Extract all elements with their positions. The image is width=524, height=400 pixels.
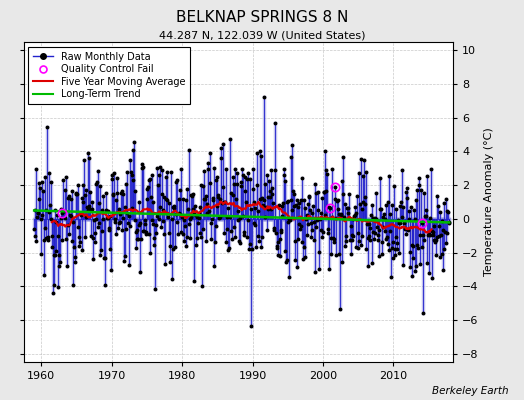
Text: BELKNAP SPRINGS 8 N: BELKNAP SPRINGS 8 N (176, 10, 348, 25)
Y-axis label: Temperature Anomaly (°C): Temperature Anomaly (°C) (484, 128, 494, 276)
Text: 44.287 N, 122.039 W (United States): 44.287 N, 122.039 W (United States) (159, 30, 365, 40)
Text: Berkeley Earth: Berkeley Earth (432, 386, 508, 396)
Legend: Raw Monthly Data, Quality Control Fail, Five Year Moving Average, Long-Term Tren: Raw Monthly Data, Quality Control Fail, … (28, 47, 190, 104)
